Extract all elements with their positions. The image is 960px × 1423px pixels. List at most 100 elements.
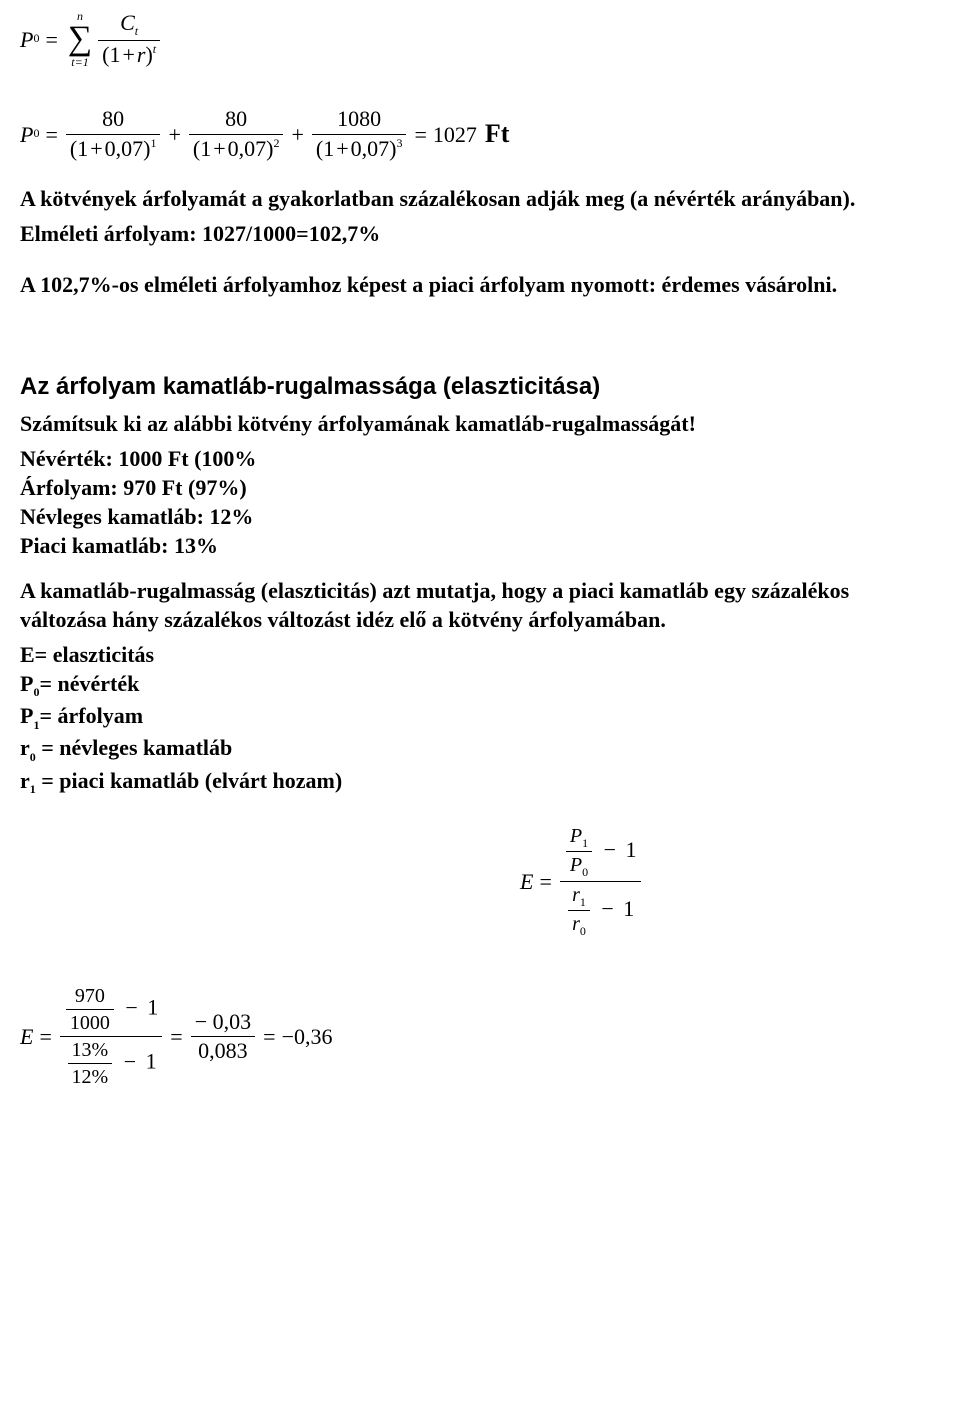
- exp-3: 3: [396, 136, 402, 150]
- eq2: =: [45, 120, 57, 149]
- p0-label: = névérték: [39, 671, 139, 696]
- para-5: Névérték: 1000 Ft (100%: [20, 444, 940, 473]
- para-11: P0= névérték: [20, 669, 940, 701]
- den-12pct: 12%: [68, 1065, 113, 1089]
- one-bot: 1: [623, 896, 634, 921]
- frac-r1r0: r1 r0: [568, 883, 590, 939]
- frac-003-0083: − 0,03 0,083: [191, 1009, 255, 1065]
- den-1000: 1000: [66, 1011, 114, 1035]
- frac-E: P1 P0 − 1 r1 r0 − 1: [560, 824, 641, 939]
- frac-calc-outer: 970 1000 − 1 13% 12% − 1: [60, 984, 162, 1089]
- sub-t: t: [135, 24, 138, 38]
- var-P2: P: [20, 120, 33, 149]
- val-0083: 0,083: [194, 1038, 252, 1064]
- num-80b: 80: [221, 106, 251, 132]
- p0-var: P: [20, 671, 33, 696]
- para-3: A 102,7%-os elméleti árfolyamhoz képest …: [20, 270, 940, 299]
- num-1: 1: [109, 42, 120, 67]
- frac-970-1000: 970 1000: [66, 984, 114, 1035]
- term2: 80 (1+0,07)2: [189, 106, 284, 162]
- r-top: r: [572, 884, 580, 906]
- one-b: 1: [200, 136, 211, 161]
- eq4a: =: [39, 1022, 51, 1051]
- num-80a: 80: [98, 106, 128, 132]
- para-7: Névleges kamatláb: 12%: [20, 502, 940, 531]
- frac-13-12: 13% 12%: [68, 1038, 113, 1089]
- rate-a: 0,07: [105, 136, 144, 161]
- unit-ft: Ft: [485, 117, 510, 151]
- para-13: r0 = névleges kamatláb: [20, 733, 940, 765]
- frac-P1P0: P1 P0: [566, 824, 592, 880]
- sigma-bot: t=1: [71, 56, 88, 68]
- plus: +: [122, 42, 134, 67]
- frac-ct: Ct (1+r)t: [98, 10, 160, 68]
- eq3: =: [539, 867, 551, 896]
- P-bot-sub: 0: [582, 865, 588, 879]
- r-top-sub: 1: [580, 895, 586, 909]
- term3: 1080 (1+0,07)3: [312, 106, 407, 162]
- sigma-glyph: ∑: [68, 22, 92, 56]
- r0-var: r: [20, 735, 30, 760]
- eq4b: =: [170, 1022, 182, 1051]
- para-4: Számítsuk ki az alábbi kötvény árfolyamá…: [20, 409, 940, 438]
- p1-var: P: [20, 703, 33, 728]
- rate-b: 0,07: [228, 136, 267, 161]
- exp-1: 1: [150, 136, 156, 150]
- para-2: Elméleti árfolyam: 1027/1000=102,7%: [20, 219, 940, 248]
- minus-bot: −: [601, 896, 613, 921]
- var-E: E: [520, 867, 533, 896]
- para-6: Árfolyam: 970 Ft (97%): [20, 473, 940, 502]
- r0-sub: 0: [30, 750, 36, 764]
- P-top: P: [570, 825, 582, 847]
- rate-c: 0,07: [351, 136, 390, 161]
- para-10: E= elaszticitás: [20, 640, 940, 669]
- para-14: r1 = piaci kamatláb (elvárt hozam): [20, 766, 940, 798]
- one-c: 1: [323, 136, 334, 161]
- one-a: 1: [77, 136, 88, 161]
- var-P: P: [20, 25, 33, 54]
- one-top: 1: [626, 837, 637, 862]
- eq2b: =: [414, 120, 426, 149]
- plus1: +: [168, 120, 180, 149]
- plus2: +: [291, 120, 303, 149]
- var-C: C: [120, 10, 135, 35]
- P-bot: P: [570, 854, 582, 876]
- minus-bot2: −: [124, 1049, 136, 1074]
- sub-0: 0: [33, 31, 39, 47]
- sub-0b: 0: [33, 126, 39, 142]
- r1-var: r: [20, 768, 30, 793]
- num-1080: 1080: [333, 106, 385, 132]
- minus-top2: −: [125, 995, 137, 1020]
- para-1: A kötvények árfolyamát a gyakorlatban sz…: [20, 184, 940, 213]
- sigma: n ∑ t=1: [68, 10, 92, 68]
- r-bot-sub: 0: [580, 924, 586, 938]
- para-8: Piaci kamatláb: 13%: [20, 531, 940, 560]
- formula-pv-numeric: P 0 = 80 (1+0,07)1 + 80 (1+0,07)2 + 1080…: [20, 106, 940, 162]
- one-bot2: 1: [146, 1049, 157, 1074]
- r1-label: = piaci kamatláb (elvárt hozam): [36, 768, 342, 793]
- exp-2: 2: [273, 136, 279, 150]
- rparen: ): [145, 42, 152, 67]
- p0-sub: 0: [33, 685, 39, 699]
- P-top-sub: 1: [582, 836, 588, 850]
- eq4c: =: [263, 1022, 275, 1051]
- p1-sub: 1: [33, 718, 39, 732]
- para-9: A kamatláb-rugalmasság (elaszticitás) az…: [20, 576, 940, 634]
- plus-c: +: [336, 136, 348, 161]
- para-12: P1= árfolyam: [20, 701, 940, 733]
- one-top2: 1: [147, 995, 158, 1020]
- formula-pv-sum: P 0 = n ∑ t=1 Ct (1+r)t: [20, 10, 940, 68]
- num-970: 970: [71, 984, 109, 1008]
- neg-top: −: [195, 1009, 213, 1034]
- r0-label: = névleges kamatláb: [36, 735, 232, 760]
- heading-elasticity: Az árfolyam kamatláb-rugalmassága (elasz…: [20, 371, 940, 403]
- eq: =: [45, 25, 57, 54]
- term1: 80 (1+0,07)1: [66, 106, 161, 162]
- result-1027: 1027: [433, 120, 477, 149]
- val-003: 0,03: [213, 1009, 252, 1034]
- p1-label: = árfolyam: [39, 703, 143, 728]
- exp-t: t: [153, 42, 156, 56]
- plus-b: +: [213, 136, 225, 161]
- r-bot: r: [572, 913, 580, 935]
- neg-result: −: [282, 1022, 294, 1051]
